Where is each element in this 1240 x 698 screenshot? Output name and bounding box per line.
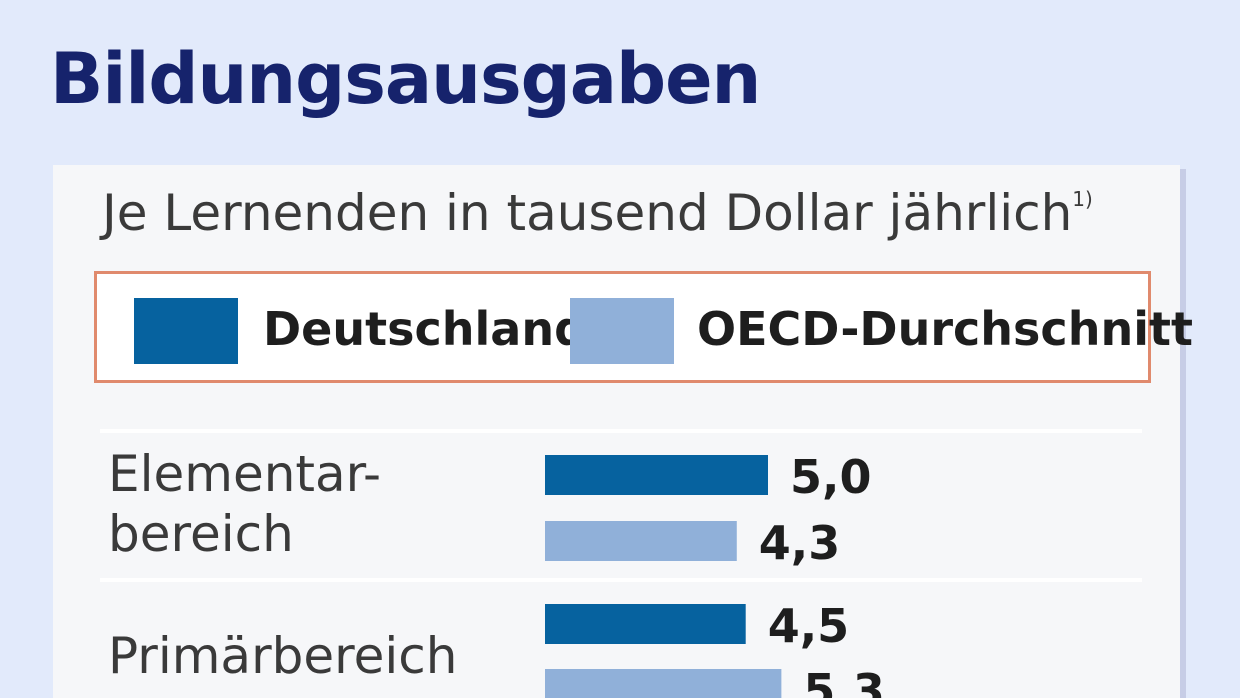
divider-middle	[100, 578, 1142, 582]
value-label-elementarbereich-deutschland: 5,0	[790, 450, 872, 504]
value-label-primaerbereich-deutschland: 4,5	[768, 599, 850, 653]
bar-elementarbereich-oecd	[545, 521, 737, 561]
bar-primaerbereich-deutschland	[545, 604, 746, 644]
value-label-primaerbereich-oecd: 5,3	[803, 664, 885, 698]
legend-label-oecd: OECD-Durchschnitt	[697, 302, 1193, 356]
category-label-elementarbereich: Elementar- bereich	[108, 445, 382, 563]
divider-top	[100, 429, 1142, 433]
value-label-elementarbereich-oecd: 4,3	[759, 516, 841, 570]
legend: Deutschland OECD-Durchschnitt	[94, 271, 1193, 383]
subtitle-text: Je Lernenden in tausend Dollar jährlich	[102, 184, 1073, 242]
bar-primaerbereich-oecd	[545, 669, 782, 698]
bar-elementarbereich-deutschland	[545, 455, 768, 495]
legend-swatch-oecd	[570, 298, 674, 364]
legend-label-deutschland: Deutschland	[263, 302, 587, 356]
chart-subtitle: Je Lernenden in tausend Dollar jährlich1…	[102, 188, 1093, 238]
category-label-primaerbereich: Primärbereich	[108, 627, 458, 685]
legend-swatch-deutschland	[134, 298, 238, 364]
chart-title: Bildungsausgaben	[50, 38, 761, 120]
footnote-marker: 1)	[1072, 187, 1093, 212]
